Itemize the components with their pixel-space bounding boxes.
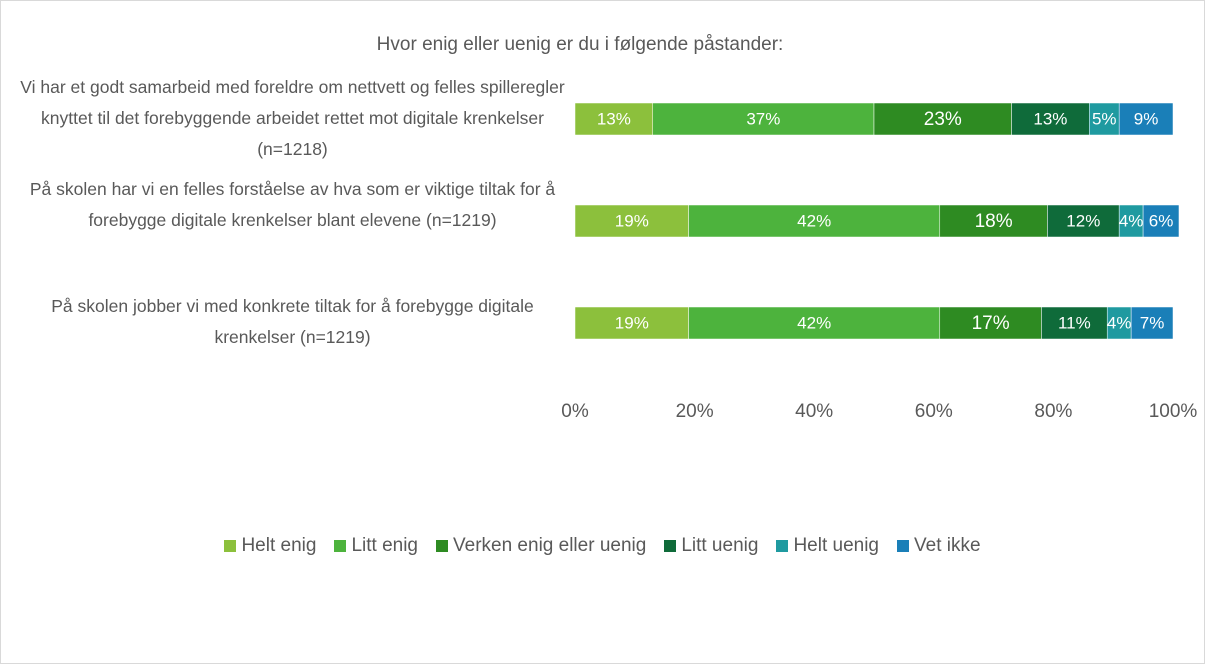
x-tick-label: 80% — [1034, 401, 1072, 422]
bar-segment — [574, 306, 689, 340]
x-tick-label: 100% — [1149, 401, 1198, 422]
x-tick-label: 60% — [915, 401, 953, 422]
data-label: 19% — [615, 313, 649, 332]
bar-segment — [939, 306, 1042, 340]
data-label: 37% — [746, 109, 780, 128]
bar-segment — [1089, 102, 1120, 136]
bar-segment — [939, 204, 1048, 238]
bar-segment — [1041, 306, 1108, 340]
legend-swatch — [897, 540, 909, 552]
bar-segment — [574, 204, 689, 238]
data-label: 4% — [1119, 211, 1144, 230]
data-label: 4% — [1107, 313, 1132, 332]
data-label: 23% — [924, 109, 962, 130]
legend-label: Litt enig — [351, 535, 418, 556]
data-label: 12% — [1066, 211, 1100, 230]
data-label: 6% — [1149, 211, 1174, 230]
legend-label: Verken enig eller uenig — [453, 535, 647, 556]
chart-title: Hvor enig eller uenig er du i følgende p… — [376, 34, 784, 55]
data-label: 13% — [1033, 109, 1067, 128]
data-label: 7% — [1140, 313, 1165, 332]
legend-swatch — [436, 540, 448, 552]
category-label: På skolen jobber vi med konkrete tiltak … — [51, 296, 534, 347]
bar-segment — [1118, 102, 1174, 136]
data-label: 17% — [972, 313, 1010, 334]
bar-segment — [1047, 204, 1120, 238]
legend-item: Vet ikke — [897, 535, 981, 557]
legend-label: Helt enig — [241, 535, 317, 556]
data-label: 42% — [797, 313, 831, 332]
legend-swatch — [776, 540, 789, 552]
bar-segment — [873, 102, 1012, 136]
legend-swatch — [334, 540, 347, 552]
legend-item: Helt uenig — [776, 535, 879, 557]
legend-item: Litt uenig — [664, 535, 758, 557]
data-label: 13% — [597, 109, 631, 128]
legend-label: Vet ikke — [914, 535, 981, 556]
bar-segment — [688, 306, 941, 340]
bar-segment — [1011, 102, 1090, 136]
data-label: 5% — [1092, 109, 1117, 128]
legend-item: Verken enig eller uenig — [436, 535, 646, 557]
bar-segment — [1142, 204, 1180, 238]
bar-segment — [574, 102, 653, 136]
bar-segment — [688, 204, 941, 238]
data-label: 19% — [615, 211, 649, 230]
data-label: 9% — [1134, 109, 1159, 128]
bar-segment — [652, 102, 875, 136]
data-label: 42% — [797, 211, 831, 230]
legend-swatch — [224, 540, 237, 552]
legend-label: Litt uenig — [681, 535, 759, 556]
legend-item: Helt enig — [224, 535, 316, 557]
category-label: Vi har et godt samarbeid med foreldre om… — [20, 77, 565, 159]
legend: Helt enig Litt enig Verken enig eller ueni… — [0, 535, 1205, 557]
x-tick-label: 40% — [795, 401, 833, 422]
category-label: På skolen har vi en felles forståelse av… — [29, 179, 556, 230]
legend-label: Helt uenig — [793, 535, 879, 556]
legend-item: Litt enig — [334, 535, 418, 557]
legend-swatch — [664, 540, 677, 552]
data-label: 11% — [1058, 313, 1091, 332]
x-tick-label: 20% — [676, 401, 714, 422]
data-label: 18% — [975, 211, 1013, 232]
x-tick-label: 0% — [561, 401, 589, 422]
bar-segment — [1130, 306, 1174, 340]
